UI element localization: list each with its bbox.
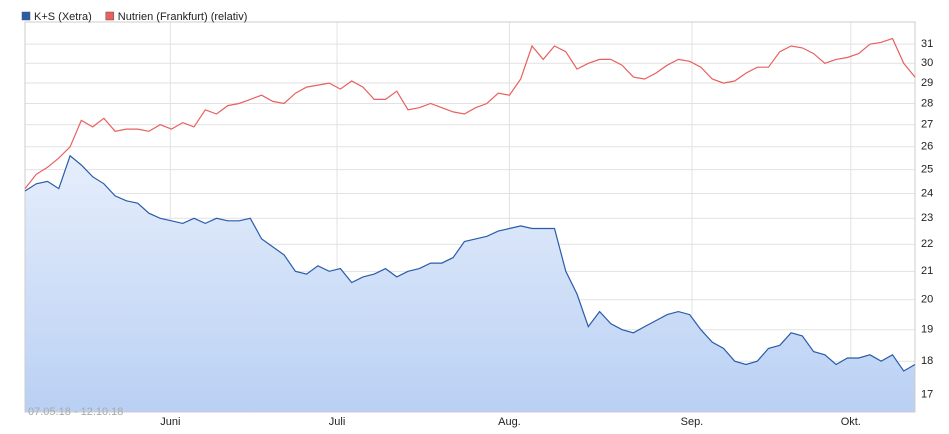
y-tick-label: 29 (921, 77, 933, 89)
legend-swatch (105, 11, 115, 21)
legend-label: K+S (Xetra) (34, 11, 92, 23)
legend-swatch (21, 11, 31, 21)
y-tick-label: 28 (921, 97, 933, 109)
y-tick-label: 18 (921, 355, 933, 367)
x-tick-label: Juli (329, 416, 346, 428)
legend-label: Nutrien (Frankfurt) (relativ) (118, 11, 248, 23)
y-tick-label: 27 (921, 119, 933, 131)
y-tick-label: 19 (921, 324, 933, 336)
y-tick-label: 26 (921, 141, 933, 153)
y-tick-label: 24 (921, 187, 933, 199)
y-tick-label: 17 (921, 388, 933, 400)
date-range: 07.05.18 - 12.10.18 (28, 406, 123, 418)
area (25, 155, 915, 413)
y-tick-label: 25 (921, 164, 933, 176)
y-tick-label: 22 (921, 238, 933, 250)
x-tick-label: Sep. (681, 416, 704, 428)
line (24, 154, 916, 372)
y-tick-label: 23 (921, 212, 933, 224)
y-tick-label: 31 (921, 38, 933, 50)
x-tick-label: Aug. (498, 416, 521, 428)
y-tick-label: 30 (921, 57, 933, 69)
plot-area (24, 21, 916, 413)
y-tick-label: 20 (921, 294, 933, 306)
x-tick-label: Juni (160, 416, 180, 428)
line (24, 37, 916, 189)
y-tick-label: 21 (921, 265, 933, 277)
x-tick-label: Okt. (841, 416, 861, 428)
